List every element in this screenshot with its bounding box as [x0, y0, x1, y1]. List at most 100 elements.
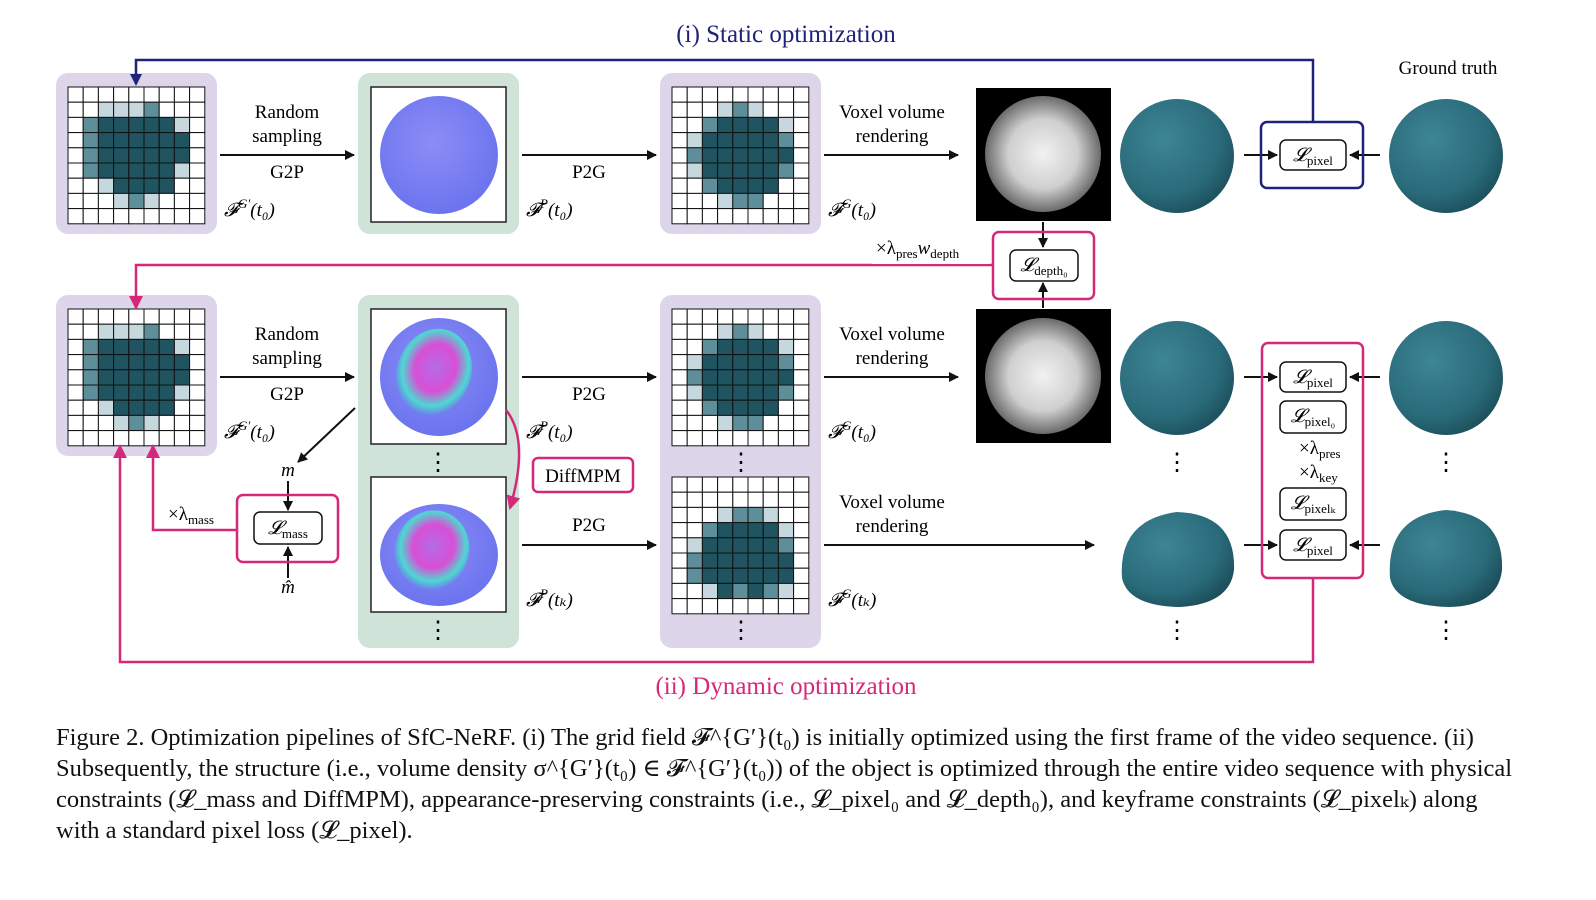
voxel-cell [747, 491, 764, 508]
voxel-cell [701, 132, 719, 149]
voxel-cell [671, 598, 688, 615]
voxel-cell [747, 598, 764, 615]
voxel-cell [717, 162, 734, 179]
voxel-cell [747, 582, 764, 600]
voxel-cell [671, 86, 688, 103]
voxel-cell [158, 384, 175, 401]
voxel-cell [717, 430, 734, 447]
voxel-cell [793, 399, 810, 416]
voxel-cell [686, 476, 703, 493]
voxel-cell [128, 399, 145, 416]
voxel-cell [762, 476, 779, 493]
voxel-cell [82, 147, 99, 164]
voxel-cell [747, 162, 764, 179]
voxel-rendering-label-static: Voxel volume rendering [839, 102, 945, 147]
voxel-cell [189, 354, 206, 371]
voxel-cell [671, 116, 688, 134]
voxel-cell [113, 101, 130, 118]
voxel-cell [793, 476, 810, 493]
mass-m-label: m [281, 460, 295, 481]
voxel-cell [67, 308, 84, 325]
vdots-particles-bottom: ⋮ [426, 618, 450, 644]
voxel-cell [158, 101, 175, 118]
vdots-particles: ⋮ [426, 450, 450, 476]
voxel-cell [732, 414, 749, 432]
voxel-cell [732, 491, 749, 508]
voxel-cell [128, 338, 145, 356]
voxel-cell [128, 162, 145, 179]
voxel-cell [732, 116, 749, 134]
voxel-cell [701, 582, 719, 600]
voxel-cell [173, 323, 191, 340]
voxel-cell [113, 308, 130, 325]
voxel-cell [671, 567, 688, 584]
voxel-cell [82, 430, 99, 447]
voxel-cell [686, 323, 703, 340]
voxel-cell [717, 537, 734, 554]
figure-caption: Figure 2. Optimization pipelines of SfC-… [56, 722, 1526, 846]
voxel-cell [671, 399, 688, 416]
voxel-cell [717, 308, 734, 325]
svg-text:rendering: rendering [856, 348, 929, 369]
voxel-cell [732, 308, 749, 325]
voxel-cell [717, 522, 734, 539]
voxel-cell [717, 384, 734, 401]
voxel-cell [777, 86, 795, 103]
voxel-cell [128, 147, 145, 164]
voxel-cell [97, 101, 115, 118]
voxel-cell [717, 323, 734, 340]
voxel-cell [67, 384, 84, 401]
voxel-cell [143, 308, 160, 325]
dynamic-optimization-title: (ii) Dynamic optimization [655, 673, 917, 700]
voxel-cell [143, 414, 160, 432]
voxel-cell [793, 537, 810, 554]
voxel-cell [67, 147, 84, 164]
loss-depth0: 𝓛depth₀ [1009, 249, 1079, 282]
rendered-shape-tk [1121, 512, 1235, 607]
voxel-cell [747, 338, 764, 356]
voxel-cell [793, 116, 810, 134]
voxel-cell [732, 567, 749, 584]
voxel-cell [762, 132, 779, 149]
loss-pixel0: 𝓛pixel₀ [1279, 400, 1347, 434]
voxel-cell [717, 552, 734, 569]
loss-pixel-static: 𝓛pixel [1279, 139, 1347, 171]
voxel-cell [701, 177, 719, 194]
voxel-cell [189, 132, 206, 149]
field-label-grid-dynamic: 𝓕G′(t₀) [224, 418, 275, 443]
pipeline-diagram: (i) Static optimization (ii) Dynamic opt… [56, 21, 1503, 700]
voxel-cell [717, 476, 734, 493]
voxel-cell [777, 491, 795, 508]
voxel-cell [97, 430, 115, 447]
voxel-cell [143, 208, 160, 225]
voxel-cell [686, 369, 703, 386]
voxel-cell [701, 430, 719, 447]
voxel-cell [762, 491, 779, 508]
voxel-cell [189, 86, 206, 103]
voxel-cell [777, 598, 795, 615]
svg-text:Voxel volume: Voxel volume [839, 324, 945, 345]
voxel-cell [97, 208, 115, 225]
voxel-cell [717, 582, 734, 600]
voxel-cell [747, 192, 764, 210]
voxel-cell [158, 162, 175, 179]
voxel-cell [82, 369, 99, 386]
voxel-cell [128, 177, 145, 194]
voxel-cell [686, 86, 703, 103]
vdots-ground-truth-bottom: ⋮ [1434, 618, 1458, 644]
voxel-cell [732, 582, 749, 600]
voxel-cell [158, 414, 175, 432]
voxel-cell [671, 308, 688, 325]
voxel-cell [97, 177, 115, 194]
voxel-cell [777, 506, 795, 524]
voxel-cell [717, 86, 734, 103]
voxel-cell [762, 101, 779, 118]
voxel-cell [113, 354, 130, 371]
voxel-cell [67, 86, 84, 103]
voxel-cell [671, 208, 688, 225]
voxel-cell [189, 308, 206, 325]
voxel-cell [762, 567, 779, 584]
voxel-cell [128, 101, 145, 118]
voxel-cell [97, 147, 115, 164]
svg-text:sampling: sampling [252, 348, 322, 369]
